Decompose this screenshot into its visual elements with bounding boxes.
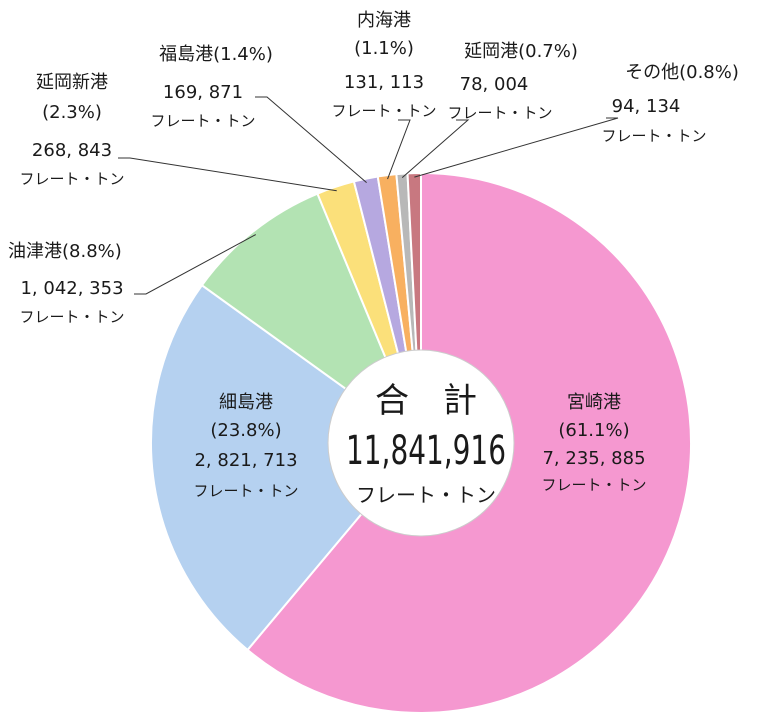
- leader-line: [414, 117, 619, 178]
- slice-label-unit: フレート・トン: [447, 104, 552, 122]
- slice-label-percent: (1.1%): [354, 38, 414, 59]
- slice-label-unit: フレート・トン: [541, 476, 646, 494]
- label-group-aburatsu: 油津港(8.8%) 1, 042, 353 フレート・トン: [8, 241, 125, 326]
- label-group-uchiumi: 内海港 (1.1%) 131, 113 フレート・トン: [331, 10, 436, 120]
- label-group-fukushima: 福島港(1.4%) 169, 871 フレート・トン: [150, 44, 272, 130]
- slice-label-percent: (23.8%): [210, 420, 281, 441]
- slice-label-name: 延岡港(0.7%): [464, 41, 578, 62]
- leader-lines: [118, 96, 619, 295]
- slice-label-unit: フレート・トン: [331, 102, 436, 120]
- label-group-other: その他(0.8%) 94, 134 フレート・トン: [601, 62, 738, 145]
- center-disc: [327, 349, 515, 537]
- label-group-hososhima: 細島港 (23.8%) 2, 821, 713 フレート・トン: [193, 392, 298, 500]
- center-unit: フレート・トン: [356, 483, 496, 507]
- slice-label-value: 7, 235, 885: [542, 448, 645, 469]
- leader-line: [118, 157, 337, 192]
- leader-line: [387, 119, 411, 180]
- slice-label-unit: フレート・トン: [19, 170, 124, 188]
- slice-label-value: 169, 871: [163, 82, 243, 103]
- slice-label-percent: (2.3%): [42, 102, 102, 123]
- center-title: 合 計: [375, 381, 477, 421]
- label-group-nobeoka: 延岡港(0.7%) 78, 004 フレート・トン: [447, 41, 577, 122]
- slice-label-unit: フレート・トン: [193, 482, 298, 500]
- slice-label-unit: フレート・トン: [19, 308, 124, 326]
- slice-label-name: 細島港: [219, 392, 273, 413]
- slice-label-name: 延岡新港: [36, 72, 108, 93]
- slice-label-name: 内海港: [357, 10, 411, 31]
- slice-label-name: その他(0.8%): [625, 62, 739, 83]
- slice-label-unit: フレート・トン: [150, 112, 255, 130]
- pie-slice: [150, 283, 423, 652]
- slice-label-name: 油津港(8.8%): [8, 241, 122, 262]
- slice-label-name: 宮崎港: [567, 392, 621, 413]
- leader-line: [134, 234, 257, 295]
- label-group-nobeoka-shinko: 延岡新港 (2.3%) 268, 843 フレート・トン: [19, 72, 124, 188]
- slice-label-value: 2, 821, 713: [194, 450, 297, 471]
- slice-label-value: 1, 042, 353: [20, 278, 123, 299]
- center-total: 11,841,916: [346, 428, 506, 474]
- slice-label-percent: (61.1%): [558, 420, 629, 441]
- slice-label-value: 94, 134: [612, 96, 681, 117]
- slice-label-value: 268, 843: [32, 140, 112, 161]
- slice-label-value: 78, 004: [460, 74, 529, 95]
- label-group-miyazaki: 宮崎港 (61.1%) 7, 235, 885 フレート・トン: [541, 392, 646, 494]
- leader-line: [401, 119, 470, 179]
- leader-line: [255, 96, 367, 184]
- slice-label-value: 131, 113: [344, 72, 424, 93]
- slice-label-unit: フレート・トン: [601, 127, 706, 145]
- slice-label-name: 福島港(1.4%): [159, 44, 273, 65]
